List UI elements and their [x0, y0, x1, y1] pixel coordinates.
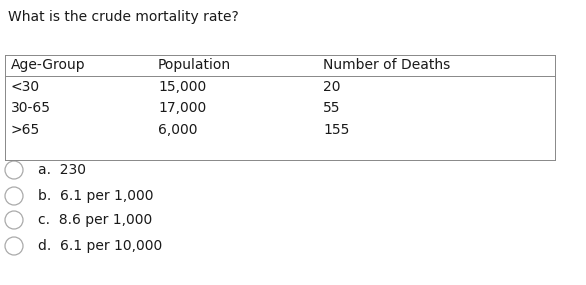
Text: 17,000: 17,000	[158, 101, 206, 115]
Text: 6,000: 6,000	[158, 123, 197, 137]
Text: d.  6.1 per 10,000: d. 6.1 per 10,000	[38, 239, 162, 253]
Text: >65: >65	[11, 123, 40, 137]
Text: Population: Population	[158, 58, 231, 72]
Text: Number of Deaths: Number of Deaths	[323, 58, 450, 72]
Text: 55: 55	[323, 101, 340, 115]
Text: Age-Group: Age-Group	[11, 58, 86, 72]
Text: What is the crude mortality rate?: What is the crude mortality rate?	[8, 10, 239, 24]
Text: 30-65: 30-65	[11, 101, 51, 115]
Text: 20: 20	[323, 80, 340, 94]
Text: <30: <30	[11, 80, 40, 94]
Text: b.  6.1 per 1,000: b. 6.1 per 1,000	[38, 189, 154, 203]
Text: a.  230: a. 230	[38, 163, 86, 177]
Text: 15,000: 15,000	[158, 80, 206, 94]
Text: 155: 155	[323, 123, 349, 137]
Text: c.  8.6 per 1,000: c. 8.6 per 1,000	[38, 213, 152, 227]
